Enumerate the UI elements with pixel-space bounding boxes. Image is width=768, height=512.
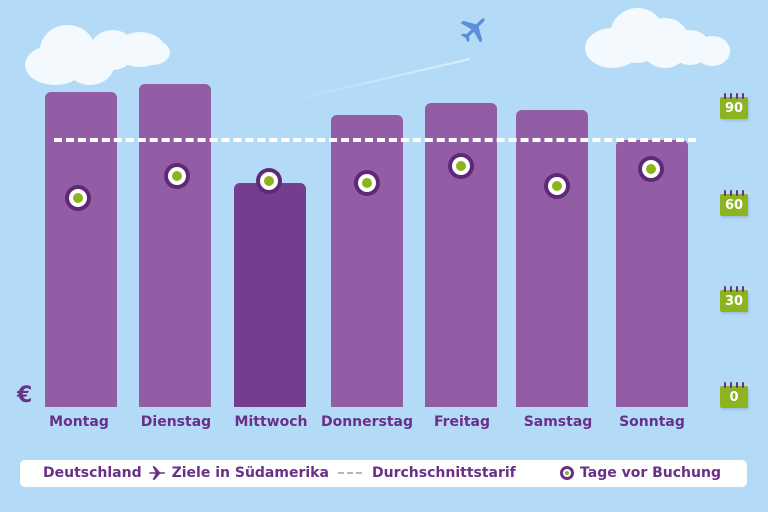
bar-mittwoch[interactable] xyxy=(234,183,306,407)
calendar-icon-30: 30 xyxy=(720,286,748,312)
bar-samstag[interactable] xyxy=(516,110,588,407)
x-label-montag: Montag xyxy=(49,414,109,430)
dashed-line-icon xyxy=(338,472,362,474)
cloud-left xyxy=(25,20,175,90)
legend-average: Durchschnittstarif xyxy=(338,465,516,481)
airplane-icon xyxy=(460,18,485,43)
x-label-mittwoch: Mittwoch xyxy=(234,414,308,430)
x-label-freitag: Freitag xyxy=(433,414,491,430)
bar-donnerstag[interactable] xyxy=(331,115,403,407)
right-tick-0: 0 xyxy=(729,390,739,405)
days-marker-samstag xyxy=(544,173,570,199)
bar-montag[interactable] xyxy=(45,92,117,407)
x-label-samstag: Samstag xyxy=(523,414,593,430)
bar-dienstag[interactable] xyxy=(139,84,211,407)
days-marker-dienstag xyxy=(164,163,190,189)
x-label-sonntag: Sonntag xyxy=(619,414,685,430)
legend-route-to: Ziele in Südamerika xyxy=(171,465,329,481)
calendar-icon-90: 90 xyxy=(720,93,748,119)
euro-axis-label: € xyxy=(17,383,33,408)
right-tick-90: 90 xyxy=(724,101,744,116)
days-marker-donnerstag xyxy=(354,170,380,196)
right-tick-30: 30 xyxy=(724,294,744,309)
plane-trail xyxy=(284,58,471,103)
days-marker-freitag xyxy=(448,153,474,179)
average-fare-line xyxy=(54,138,696,142)
target-marker-icon xyxy=(560,466,574,480)
bar-freitag[interactable] xyxy=(425,103,497,407)
cloud-right xyxy=(585,8,735,73)
legend-average-label: Durchschnittstarif xyxy=(372,465,516,481)
airplane-icon xyxy=(149,466,165,480)
bar-sonntag[interactable] xyxy=(616,140,688,407)
days-marker-montag xyxy=(65,185,91,211)
x-label-dienstag: Dienstag xyxy=(140,414,212,430)
legend-days: Tage vor Buchung xyxy=(560,465,721,481)
legend-route: Deutschland Ziele in Südamerika xyxy=(43,465,329,481)
x-label-donnerstag: Donnerstag xyxy=(320,414,414,430)
legend: Deutschland Ziele in Südamerika Durchsch… xyxy=(20,460,747,487)
calendar-icon-0: 0 xyxy=(720,382,748,408)
legend-days-label: Tage vor Buchung xyxy=(580,465,721,481)
calendar-icon-60: 60 xyxy=(720,190,748,216)
legend-route-from: Deutschland xyxy=(43,465,142,481)
right-tick-60: 60 xyxy=(724,198,744,213)
days-marker-sonntag xyxy=(638,156,664,182)
days-marker-mittwoch xyxy=(256,168,282,194)
